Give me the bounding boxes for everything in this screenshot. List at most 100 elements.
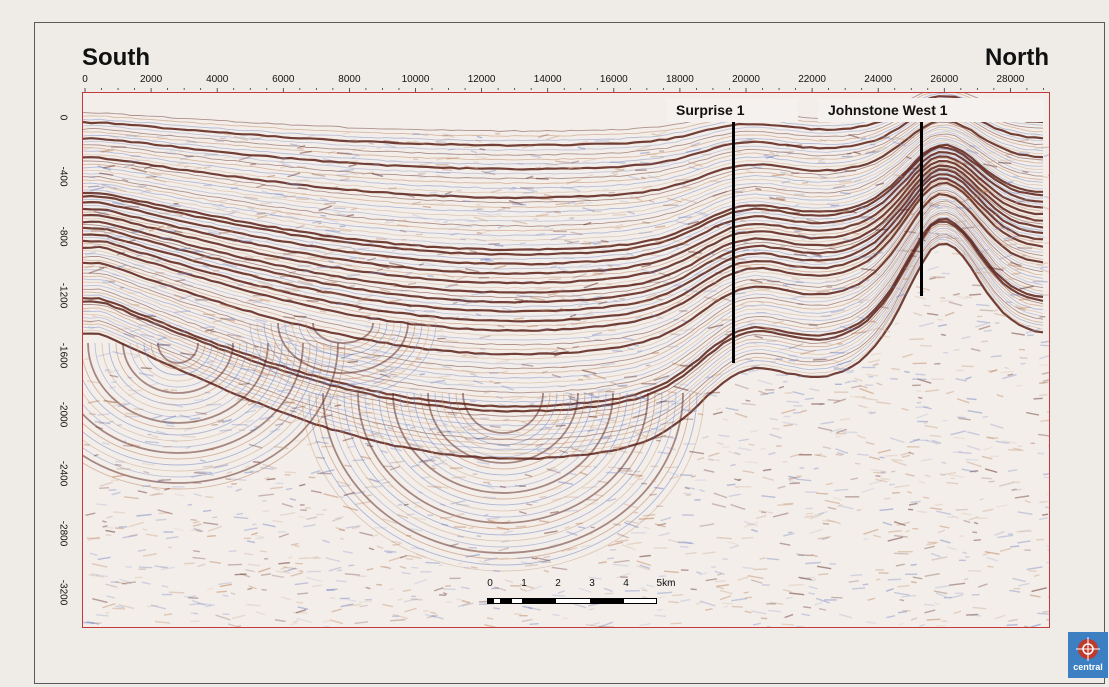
seismic-noise — [824, 599, 837, 601]
seismic-noise — [801, 234, 807, 237]
seismic-noise — [904, 370, 910, 374]
seismic-noise — [251, 359, 264, 365]
seismic-noise — [859, 387, 874, 395]
seismic-noise — [445, 601, 452, 604]
seismic-noise — [866, 260, 872, 264]
seismic-noise — [895, 292, 908, 298]
seismic-noise — [567, 472, 577, 476]
seismic-noise — [990, 354, 1002, 358]
seismic-noise — [868, 359, 881, 364]
seismic-noise — [609, 381, 617, 385]
seismic-reflector — [83, 121, 1044, 204]
seismic-noise — [628, 175, 640, 180]
seismic-noise — [449, 451, 456, 454]
seismic-noise — [577, 146, 586, 150]
seismic-noise — [801, 613, 811, 617]
seismic-noise — [337, 569, 343, 572]
seismic-noise — [978, 583, 988, 588]
seismic-noise — [904, 264, 915, 270]
seismic-noise — [179, 414, 191, 419]
seismic-noise — [519, 510, 527, 515]
seismic-noise — [813, 467, 819, 470]
seismic-noise — [761, 206, 769, 210]
seismic-noise — [168, 591, 185, 594]
seismic-noise — [488, 236, 497, 239]
seismic-noise — [86, 380, 100, 384]
seismic-noise — [248, 443, 263, 449]
seismic-noise — [1039, 381, 1048, 385]
seismic-noise — [480, 417, 489, 420]
seismic-noise — [543, 193, 553, 197]
seismic-noise — [231, 483, 237, 485]
seismic-noise — [1008, 618, 1018, 622]
seismic-noise — [666, 197, 683, 203]
seismic-noise — [924, 389, 940, 393]
seismic-noise — [358, 600, 372, 603]
seismic-noise — [456, 189, 462, 192]
seismic-noise — [554, 211, 562, 214]
seismic-noise — [761, 495, 776, 499]
seismic-noise — [327, 150, 336, 155]
seismic-noise — [862, 583, 869, 586]
company-logo: central — [1068, 632, 1108, 678]
seismic-noise — [171, 486, 185, 488]
seismic-noise — [563, 496, 579, 498]
seismic-noise — [238, 155, 252, 161]
seismic-noise — [213, 464, 229, 469]
seismic-noise — [570, 231, 583, 236]
seismic-fold — [87, 342, 269, 424]
seismic-noise — [915, 413, 929, 419]
seismic-noise — [163, 531, 174, 533]
seismic-noise — [243, 537, 251, 540]
seismic-noise — [442, 133, 453, 137]
seismic-noise — [613, 559, 630, 564]
seismic-noise — [264, 558, 269, 560]
seismic-noise — [319, 287, 332, 290]
seismic-noise — [528, 585, 543, 592]
seismic-noise — [576, 260, 583, 264]
seismic-noise — [737, 485, 752, 488]
seismic-noise — [611, 168, 625, 175]
seismic-noise — [255, 611, 266, 616]
seismic-noise — [440, 459, 447, 462]
seismic-noise — [676, 220, 689, 226]
scale-label: 5km — [656, 578, 676, 589]
seismic-noise — [513, 317, 524, 320]
seismic-noise — [922, 406, 932, 410]
y-tick-label: -2000 — [57, 401, 69, 428]
seismic-noise — [901, 407, 909, 412]
seismic-noise — [601, 249, 615, 254]
seismic-noise — [241, 367, 255, 372]
seismic-noise — [295, 224, 305, 230]
seismic-noise — [953, 292, 960, 296]
seismic-noise — [723, 271, 730, 274]
seismic-noise — [284, 471, 297, 474]
seismic-noise — [336, 346, 346, 351]
seismic-noise — [308, 329, 320, 335]
seismic-noise — [712, 257, 722, 261]
seismic-noise — [961, 512, 972, 516]
seismic-noise — [671, 252, 686, 258]
seismic-noise — [1039, 500, 1048, 504]
seismic-noise — [743, 241, 748, 244]
seismic-noise — [902, 353, 913, 358]
seismic-noise — [157, 343, 171, 346]
seismic-noise — [214, 140, 224, 143]
seismic-noise — [197, 602, 212, 606]
seismic-noise — [219, 217, 224, 220]
seismic-noise — [995, 440, 1010, 445]
seismic-noise — [1037, 452, 1044, 455]
seismic-noise — [494, 244, 504, 247]
seismic-noise — [508, 188, 515, 191]
scale-segment — [488, 599, 494, 603]
seismic-noise — [607, 557, 615, 560]
seismic-noise — [184, 562, 195, 565]
seismic-noise — [1035, 294, 1049, 297]
seismic-noise — [848, 580, 859, 583]
seismic-noise — [252, 523, 257, 526]
seismic-noise — [1032, 280, 1048, 283]
seismic-noise — [616, 533, 629, 539]
seismic-noise — [417, 285, 425, 289]
seismic-noise — [981, 477, 992, 480]
seismic-noise — [639, 519, 645, 523]
